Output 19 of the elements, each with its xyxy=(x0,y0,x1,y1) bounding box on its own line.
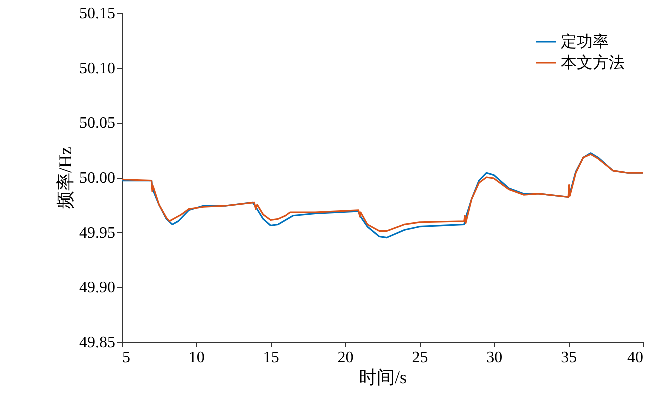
y-axis-title: 频率/Hz xyxy=(56,147,76,209)
x-tick-label: 20 xyxy=(338,350,354,366)
x-tick-label: 40 xyxy=(628,350,644,366)
x-tick-label: 30 xyxy=(486,350,503,366)
y-tick-label: 49.90 xyxy=(80,280,116,297)
x-tick-label: 35 xyxy=(561,350,578,366)
legend-label: 本文方法 xyxy=(561,54,625,72)
x-tick-label: 5 xyxy=(122,350,130,366)
y-tick-label: 49.85 xyxy=(80,334,116,352)
y-tick-label: 50.00 xyxy=(80,170,116,187)
x-axis-title: 时间/s xyxy=(358,368,408,388)
y-tick-label: 49.95 xyxy=(80,224,116,242)
y-tick-label: 50.05 xyxy=(80,115,116,132)
y-tick-label: 50.15 xyxy=(80,6,116,22)
legend-label: 定功率 xyxy=(561,33,609,51)
x-tick-label: 25 xyxy=(412,350,428,366)
x-tick-label: 10 xyxy=(188,350,205,366)
y-tick-label: 50.10 xyxy=(80,60,116,78)
x-tick-label: 15 xyxy=(263,350,280,366)
